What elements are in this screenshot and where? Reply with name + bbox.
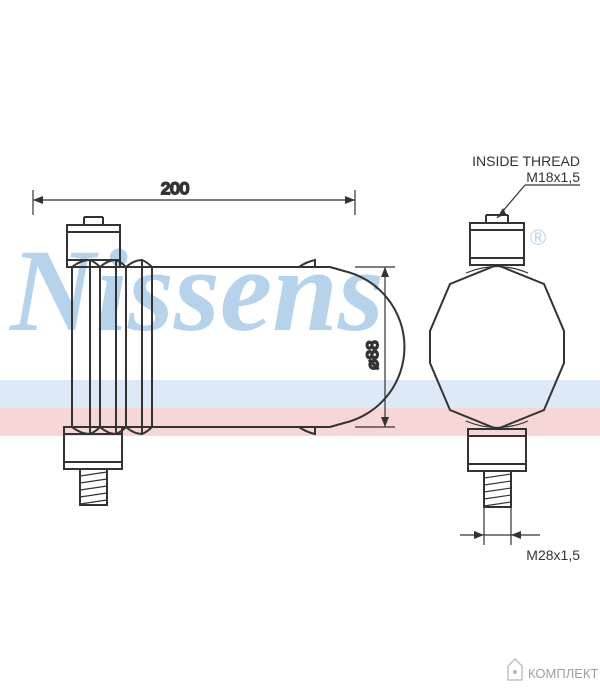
footer-logo	[508, 659, 522, 680]
bottom-thread-dim	[460, 508, 540, 545]
top-nut-end	[470, 215, 524, 265]
bottom-thread-spec: M28x1,5	[526, 547, 580, 563]
bottom-nut-end	[468, 429, 526, 507]
footer-logo-text: КОМПЛЕКТ	[528, 666, 598, 681]
bottom-nut-side	[64, 427, 122, 505]
dim-diameter-label: ⌀88	[363, 340, 382, 369]
dim-width	[33, 190, 355, 215]
technical-drawing: Nissens ® 200	[0, 0, 600, 695]
top-thread-title: INSIDE THREAD	[472, 153, 580, 169]
end-view	[430, 185, 580, 545]
top-thread-spec: M18x1,5	[526, 169, 580, 185]
top-thread-leader	[497, 185, 580, 218]
watermark-brand: Nissens	[8, 225, 384, 356]
drawing-svg: Nissens ® 200	[0, 0, 600, 695]
dim-width-label: 200	[161, 179, 189, 198]
watermark-reg: ®	[530, 225, 546, 250]
